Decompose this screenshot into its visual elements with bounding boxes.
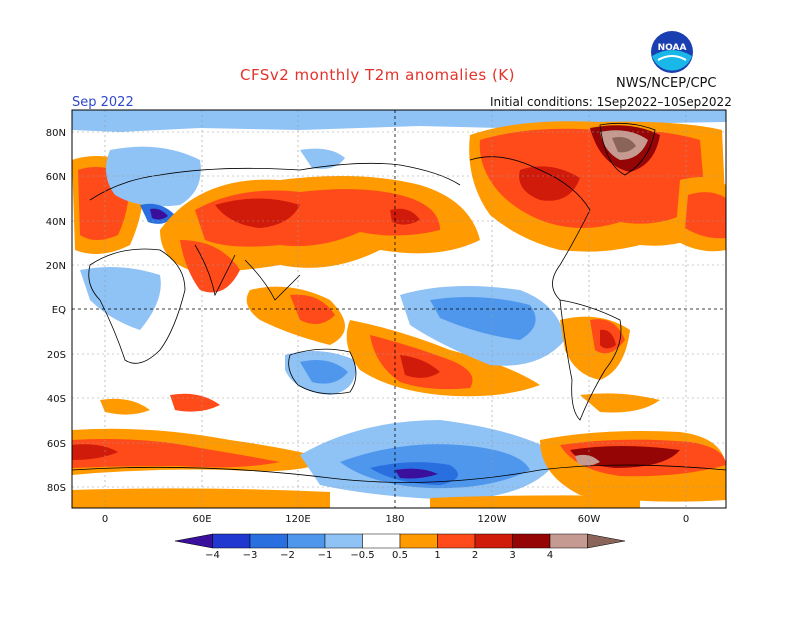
colorbar-label: −3 <box>243 550 258 561</box>
noaa-logo-icon: NOAA <box>651 31 693 73</box>
lat-label: EQ <box>52 305 66 316</box>
lon-label: 60W <box>578 514 601 525</box>
colorbar-label: −4 <box>205 550 220 561</box>
colorbar-segment <box>174 533 213 549</box>
colorbar-label: 1 <box>434 550 440 561</box>
colorbar-label: −1 <box>318 550 333 561</box>
colorbar-segment <box>212 533 251 549</box>
colorbar-segment <box>399 533 438 549</box>
lat-label: 80S <box>47 483 66 494</box>
lat-label: 20S <box>47 350 66 361</box>
coastlines <box>72 122 726 483</box>
forecast-month: Sep 2022 <box>72 95 134 110</box>
lat-label: 40N <box>46 217 66 228</box>
lat-label: 60N <box>46 172 66 183</box>
graticule <box>72 110 726 508</box>
map-title: CFSv2 monthly T2m anomalies (K) <box>240 66 515 84</box>
latitude-labels: 80N 60N 40N 20N EQ 20S 40S 60S 80S <box>46 128 66 494</box>
lat-label: 60S <box>47 439 66 450</box>
colorbar-segment <box>587 533 626 549</box>
colorbar-label: −2 <box>280 550 295 561</box>
lon-label: 0 <box>102 514 108 525</box>
lon-label: 120E <box>285 514 310 525</box>
longitude-labels: 0 60E 120E 180 120W 60W 0 <box>102 514 689 525</box>
colorbar-label: 4 <box>547 550 553 561</box>
lat-label: 40S <box>47 394 66 405</box>
colorbar-segment <box>437 533 476 549</box>
colorbar-segment <box>512 533 551 549</box>
anomaly-field <box>72 110 726 508</box>
agency-label: NWS/NCEP/CPC <box>616 76 717 91</box>
lon-label: 0 <box>683 514 689 525</box>
colorbar: −4 −3 −2 −1 −0.5 0.5 1 2 3 4 <box>174 533 626 561</box>
colorbar-segment <box>324 533 363 549</box>
lon-label: 60E <box>192 514 211 525</box>
colorbar-label: 3 <box>509 550 515 561</box>
colorbar-label: 2 <box>472 550 478 561</box>
lon-label: 120W <box>478 514 507 525</box>
colorbar-segment <box>474 533 513 549</box>
map-frame <box>71 109 727 509</box>
initial-conditions: Initial conditions: 1Sep2022–10Sep2022 <box>490 95 732 109</box>
colorbar-label: −0.5 <box>350 550 374 561</box>
lon-label: 180 <box>385 514 404 525</box>
colorbar-segment <box>287 533 326 549</box>
colorbar-segment <box>362 533 401 549</box>
logo-text: NOAA <box>658 43 687 53</box>
colorbar-label: 0.5 <box>392 550 408 561</box>
equator-dateline <box>72 110 726 508</box>
lat-label: 20N <box>46 261 66 272</box>
colorbar-segment <box>549 533 588 549</box>
lat-label: 80N <box>46 128 66 139</box>
colorbar-segment <box>249 533 288 549</box>
